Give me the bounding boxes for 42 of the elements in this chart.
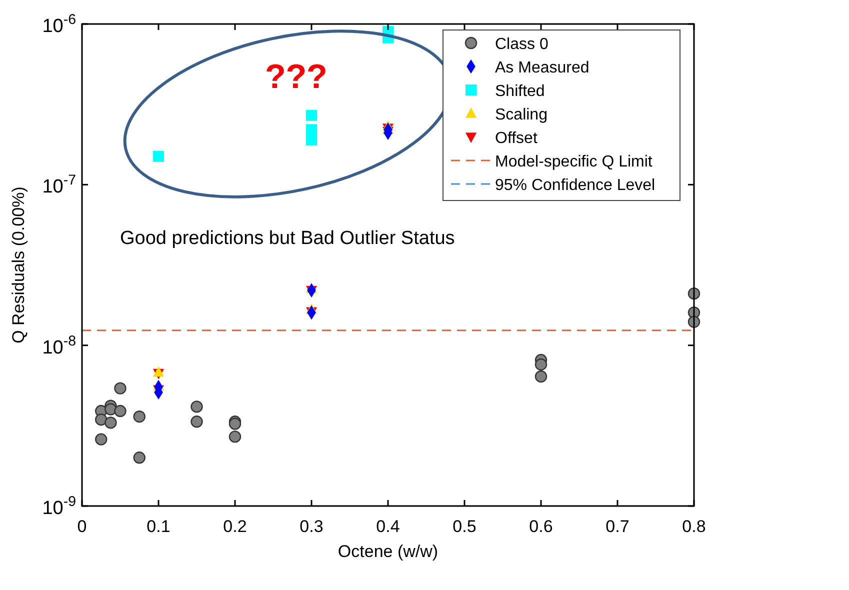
- x-tick-label: 0.7: [606, 517, 630, 536]
- point: [534, 358, 548, 371]
- point: [306, 110, 317, 121]
- point: [306, 124, 317, 136]
- legend-label: Scaling: [495, 106, 548, 124]
- x-tick-label: 0.1: [146, 517, 170, 536]
- x-tick-label: 0.3: [300, 517, 324, 536]
- point: [228, 430, 242, 443]
- text: 95% Confidence Level: [495, 177, 656, 194]
- point: [534, 370, 548, 383]
- point: [104, 403, 117, 416]
- y-axis-title: Q Residuals (0.00%): [9, 186, 28, 344]
- y-tick-label: 10$^{-8}$: [42, 333, 76, 358]
- legend-label: As Measured: [495, 60, 590, 76]
- x-tick-label: 0.4: [376, 517, 400, 536]
- x-axis-title: Octene (w/w): [338, 542, 438, 561]
- y-tick-label: 10$^{-9}$: [42, 494, 76, 519]
- x-tick-label: 0.5: [452, 517, 476, 536]
- annotation: Good predictions but Bad Outlier Status: [120, 228, 455, 249]
- x-tick-label: 0.6: [529, 517, 553, 536]
- x-tick-label: 0: [77, 517, 87, 536]
- point: [133, 452, 146, 464]
- point: [153, 150, 164, 162]
- point: [133, 410, 146, 423]
- x-tick-label: 0.2: [223, 517, 247, 536]
- legend-label: Model-specific Q Limit: [495, 154, 653, 170]
- point: [114, 382, 126, 394]
- legend-label: Shifted: [495, 83, 545, 100]
- legend-label: Offset: [495, 130, 538, 147]
- point: [104, 416, 117, 429]
- point: [153, 366, 164, 377]
- point: [306, 134, 317, 146]
- y-tick-label: 10$^{-7}$: [42, 172, 76, 198]
- legend-label: Class 0: [495, 36, 548, 53]
- point: [190, 400, 203, 413]
- y-tick-label: 10$^{-6}$: [42, 12, 76, 37]
- point: [190, 416, 203, 428]
- x-tick-label: 0.8: [682, 517, 706, 536]
- point: [95, 433, 108, 446]
- point: [114, 404, 126, 418]
- annotation: ???: [265, 58, 328, 96]
- point: [95, 414, 108, 426]
